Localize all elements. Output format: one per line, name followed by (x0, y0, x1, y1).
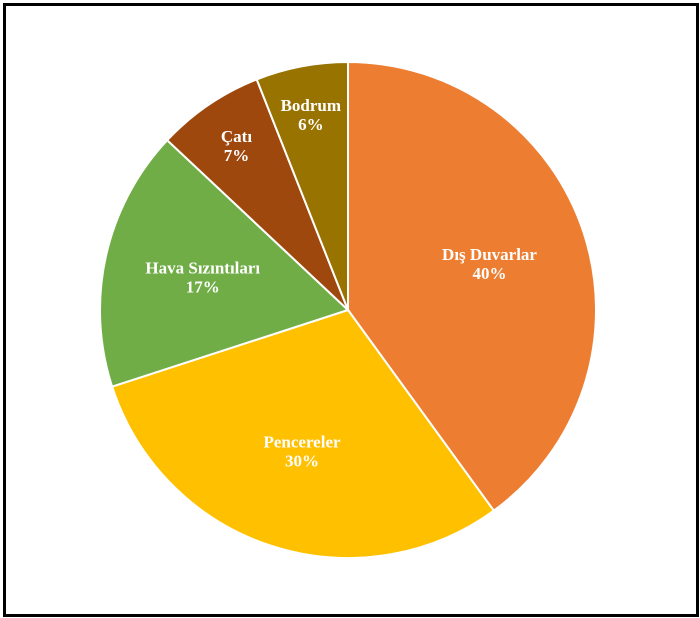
slice-name: Pencereler (263, 433, 341, 452)
slice-percent: 17% (186, 278, 220, 297)
pie-slice-dis-duvarlar (347, 60, 597, 513)
pie-slice-bodrum (255, 60, 349, 311)
pie-slices (99, 60, 597, 559)
slice-label-hava-sizintilari: Hava Sızıntıları 17% (145, 259, 260, 297)
slice-label-bodrum: Bodrum 6% (281, 96, 341, 134)
slice-name: Hava Sızıntıları (145, 259, 260, 278)
slice-percent: 7% (224, 146, 250, 165)
pie-labels: Dış Duvarlar 40% Pencereler 30% Hava Sızıntı… (145, 96, 537, 470)
slice-name: Bodrum (281, 96, 341, 115)
slice-percent: 6% (298, 115, 324, 134)
pie-slice-cati (165, 78, 349, 311)
slice-label-dis-duvarlar: Dış Duvarlar 40% (442, 245, 537, 283)
slice-label-pencereler: Pencereler 30% (263, 433, 341, 471)
slice-percent: 40% (473, 264, 507, 283)
slice-label-cati: Çatı 7% (221, 127, 252, 165)
slice-name: Dış Duvarlar (442, 245, 537, 264)
pie-slice-hava-sizintilari (99, 138, 350, 388)
slice-name: Çatı (221, 127, 252, 146)
slice-percent: 30% (285, 452, 319, 471)
pie-slice-pencereler (110, 308, 496, 559)
